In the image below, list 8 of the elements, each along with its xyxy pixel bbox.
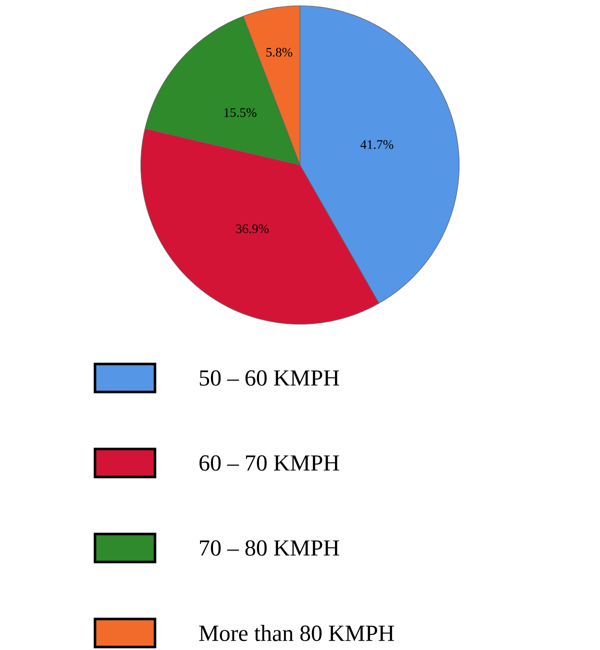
legend-label: More than 80 KMPH <box>199 624 394 642</box>
data-label: 41.7% <box>360 140 394 149</box>
data-label: 36.9% <box>236 224 269 234</box>
legend-label: 50 – 60 KMPH <box>200 370 340 386</box>
data-label: 5.8% <box>266 48 292 57</box>
data-label: 15.5% <box>224 108 256 117</box>
legend-label: 60 – 70 KMPH <box>200 455 340 471</box>
legend-label: 70 – 80 KMPH <box>200 540 340 556</box>
